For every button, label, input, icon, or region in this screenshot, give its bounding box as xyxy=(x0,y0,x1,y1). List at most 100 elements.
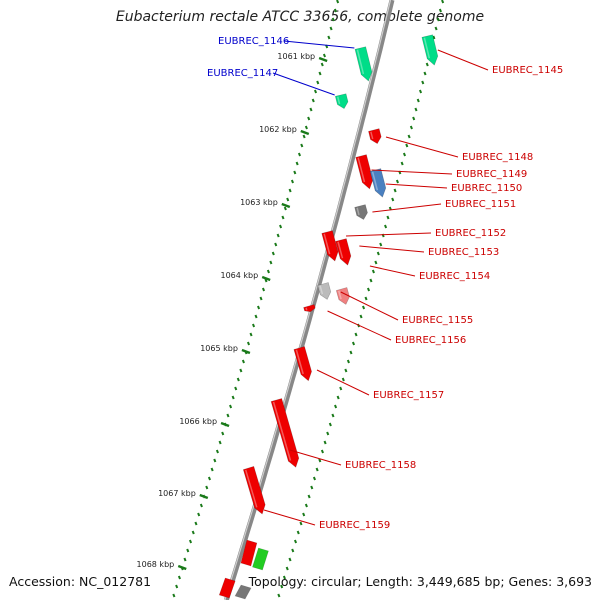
tick-dot xyxy=(226,413,230,418)
tick-dot xyxy=(259,296,263,301)
tick-dot xyxy=(313,89,318,94)
partial-gene xyxy=(240,539,258,567)
gene-arrow xyxy=(354,204,368,220)
tick-dot xyxy=(309,107,313,112)
gene-arrow xyxy=(321,230,339,262)
gene-layer xyxy=(218,34,439,600)
tick-dot xyxy=(210,467,214,472)
tick-dot xyxy=(310,485,314,490)
tick-dot xyxy=(205,485,209,490)
tick-dot xyxy=(197,512,201,517)
tick-dot xyxy=(304,503,308,508)
tick-dot xyxy=(295,161,299,166)
leader-line xyxy=(371,169,453,175)
tick-dot xyxy=(312,476,316,481)
gene-arrow-shade xyxy=(423,37,431,59)
gene-label-text: EUBREC_1155 xyxy=(402,315,473,326)
gene-arrow xyxy=(242,466,266,515)
tick-dot xyxy=(409,125,413,130)
tick-dot xyxy=(334,404,338,409)
gene-label-eubrec-1150: EUBREC_1150 xyxy=(385,183,522,194)
leader-line xyxy=(263,509,316,526)
gene-arrow-shade xyxy=(371,171,379,191)
tick-dot xyxy=(336,395,340,400)
gene-eubrec-1155 xyxy=(317,282,332,300)
leader-line xyxy=(283,40,355,49)
gene-label-text: EUBREC_1149 xyxy=(456,169,527,180)
gene-arrow-shade xyxy=(295,349,304,375)
tick-dot xyxy=(280,584,284,589)
tick-dot xyxy=(252,323,256,328)
tick-dot xyxy=(307,116,311,121)
gene-eubrec-1154 xyxy=(335,287,350,305)
accession-text: Accession: NC_012781 xyxy=(9,574,152,589)
tick-dot xyxy=(290,179,294,184)
gene-label-eubrec-1148: EUBREC_1148 xyxy=(385,136,533,163)
gene-arrow-shade xyxy=(356,49,365,75)
tick-dot xyxy=(283,206,287,211)
gene-label-text: EUBREC_1147 xyxy=(207,68,278,79)
tick-dot xyxy=(395,179,399,184)
tick-label: 1062 kbp xyxy=(259,125,297,134)
leader-line xyxy=(316,369,370,396)
gene-eubrec-1145 xyxy=(421,34,439,66)
partial-gene xyxy=(252,547,269,571)
gene-arrow xyxy=(293,346,312,382)
gene-arrow-shade xyxy=(337,241,344,259)
tick-dot xyxy=(320,449,324,454)
major-tick xyxy=(177,564,187,571)
tick-dot xyxy=(346,359,350,364)
gene-label-eubrec-1149: EUBREC_1149 xyxy=(371,169,527,180)
tick-dot xyxy=(329,26,333,31)
tick-dot xyxy=(416,98,420,103)
gene-label-eubrec-1155: EUBREC_1155 xyxy=(340,291,473,326)
tick-dot xyxy=(366,287,371,292)
gene-label-eubrec-1156: EUBREC_1156 xyxy=(327,310,466,346)
tick-dot xyxy=(349,350,353,355)
tick-dot xyxy=(354,332,358,337)
gene-label-eubrec-1145: EUBREC_1145 xyxy=(437,49,563,76)
gene-label-text: EUBREC_1153 xyxy=(428,247,499,258)
tick-dot xyxy=(421,80,425,85)
leader-line xyxy=(340,291,399,321)
gene-label-text: EUBREC_1158 xyxy=(345,460,416,471)
tick-dot xyxy=(316,80,320,85)
tick-dot xyxy=(323,440,327,445)
tick-dot xyxy=(274,242,278,247)
tick-dot xyxy=(186,548,190,553)
tick-dot xyxy=(236,377,240,382)
tick-dot xyxy=(341,377,345,382)
tick-dot xyxy=(402,152,407,157)
gene-label-text: EUBREC_1148 xyxy=(462,152,533,163)
gene-arrow-shade xyxy=(245,469,258,508)
tick-label: 1068 kbp xyxy=(137,560,175,569)
gene-eubrec-1147 xyxy=(334,93,349,110)
gene-arrow-shade xyxy=(357,157,366,183)
tick-dot xyxy=(207,476,211,481)
leader-line xyxy=(359,245,425,253)
tick-label: 1063 kbp xyxy=(240,198,278,207)
major-tick xyxy=(261,275,271,282)
gene-label-text: EUBREC_1156 xyxy=(395,335,466,346)
gene-arrow xyxy=(354,46,373,82)
tick-dot xyxy=(281,215,285,220)
tick-dot xyxy=(351,341,356,346)
leader-line xyxy=(346,232,432,237)
tick-dot xyxy=(302,512,306,517)
tick-dot xyxy=(374,260,378,265)
gene-eubrec-1150 xyxy=(369,168,387,198)
tick-dot xyxy=(400,161,404,166)
tick-dot xyxy=(436,17,440,22)
tick-dot xyxy=(241,359,245,364)
gene-eubrec-1157 xyxy=(293,346,312,382)
tick-dot xyxy=(311,98,315,103)
tick-dot xyxy=(239,368,243,373)
tick-dot xyxy=(299,521,303,526)
tick-dot xyxy=(172,593,176,598)
gene-arrow-shade xyxy=(305,307,308,311)
gene-arrow-shade xyxy=(337,96,341,105)
tick-dot xyxy=(249,332,253,337)
tick-label: 1061 kbp xyxy=(277,52,315,61)
tick-dot xyxy=(188,539,193,544)
